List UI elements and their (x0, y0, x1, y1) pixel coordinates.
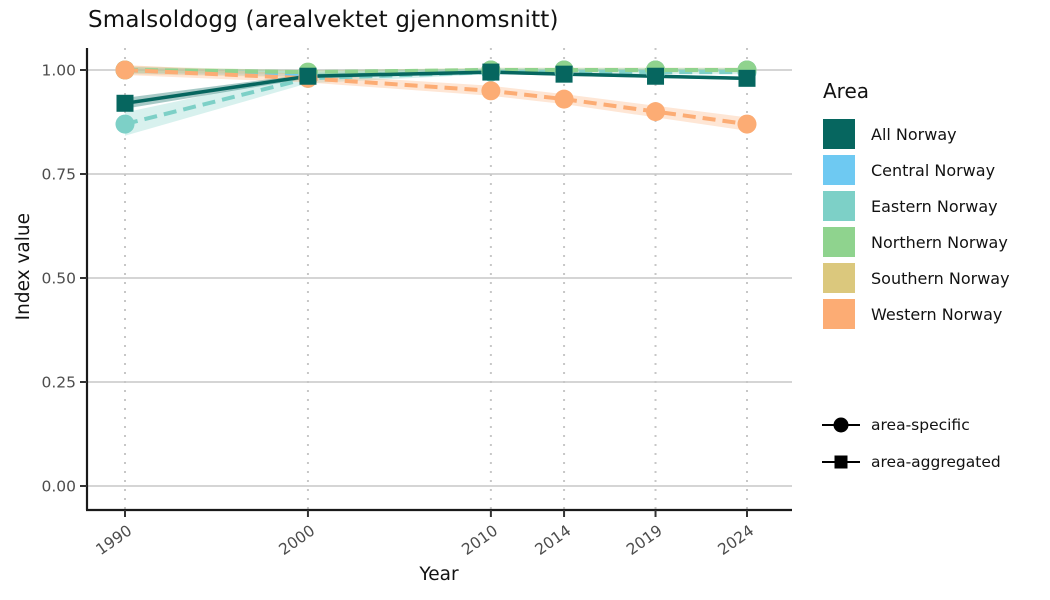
series-line-all-norway (124, 70, 748, 106)
legend-title: Area (823, 79, 870, 103)
legend-swatch-all-norway (823, 119, 855, 149)
shape-legend: area-specific area-aggregated (822, 406, 1001, 480)
shape-legend-label: area-aggregated (871, 452, 1001, 471)
legend-swatch-central-norway (823, 155, 855, 185)
legend-area: Area All Norway Central Norway Eastern Nor… (823, 79, 1010, 332)
circle-key-icon (822, 417, 860, 432)
legend-swatch-southern-norway (823, 263, 855, 293)
shape-legend-item-area-aggregated: area-aggregated (822, 443, 1001, 480)
marker-circle-western-norway (737, 114, 757, 134)
x-tick-label: 2010 (459, 522, 502, 559)
marker-circle-western-norway (481, 81, 501, 101)
marker-square-all-norway (299, 67, 317, 85)
legend-item-southern-norway: Southern Norway (823, 260, 1010, 296)
legend-item-western-norway: Western Norway (823, 296, 1010, 332)
legend-label: Eastern Norway (871, 196, 998, 216)
y-axis-title: Index value (13, 213, 34, 321)
legend-item-northern-norway: Northern Norway (823, 224, 1010, 260)
x-tick-label: 2000 (276, 522, 319, 559)
ci-ribbon-eastern-norway (125, 70, 747, 136)
legend-label: Western Norway (871, 304, 1003, 324)
legend-item-eastern-norway: Eastern Norway (823, 188, 1010, 224)
marker-square-all-norway (116, 94, 134, 112)
x-axis-title: Year (419, 564, 459, 585)
legend-swatch-northern-norway (823, 227, 855, 257)
marker-circle-western-norway (554, 89, 574, 109)
legend-label: Central Norway (871, 160, 996, 180)
series-line-western-norway (124, 68, 748, 127)
series-line-northern-norway (124, 68, 747, 75)
y-tick-label: 0.75 (41, 166, 76, 184)
y-tick-label: 0.50 (41, 270, 76, 288)
chart-title: Smalsoldogg (arealvektet gjennomsnitt) (88, 7, 559, 33)
y-tick-label: 0.25 (41, 374, 76, 392)
legend-item-all-norway: All Norway (823, 116, 1010, 152)
legend-swatch-western-norway (823, 299, 855, 329)
marker-square-all-norway (647, 67, 665, 85)
x-tick-label: 2019 (623, 522, 666, 559)
x-tick-label: 1990 (93, 522, 136, 559)
square-key-icon (822, 455, 860, 468)
legend-label: Northern Norway (871, 232, 1008, 252)
marker-circle-western-norway (646, 102, 666, 122)
marker-square-all-norway (482, 63, 500, 81)
legend-swatch-eastern-norway (823, 191, 855, 221)
legend-items: All Norway Central Norway Eastern Norway No… (823, 116, 1010, 332)
marker-circle-eastern-norway (115, 114, 135, 134)
shape-legend-item-area-specific: area-specific (822, 406, 1001, 443)
marker-square-all-norway (738, 69, 756, 87)
legend-label: All Norway (871, 124, 957, 144)
marker-square-all-norway (555, 65, 573, 83)
x-tick-label: 2024 (715, 522, 758, 559)
legend-item-central-norway: Central Norway (823, 152, 1010, 188)
marker-circle-western-norway (115, 60, 135, 80)
legend-label: Southern Norway (871, 268, 1010, 288)
y-tick-label: 1.00 (41, 62, 76, 80)
y-tick-label: 0.00 (41, 478, 76, 496)
x-tick-label: 2014 (532, 522, 575, 559)
shape-legend-label: area-specific (871, 415, 970, 434)
